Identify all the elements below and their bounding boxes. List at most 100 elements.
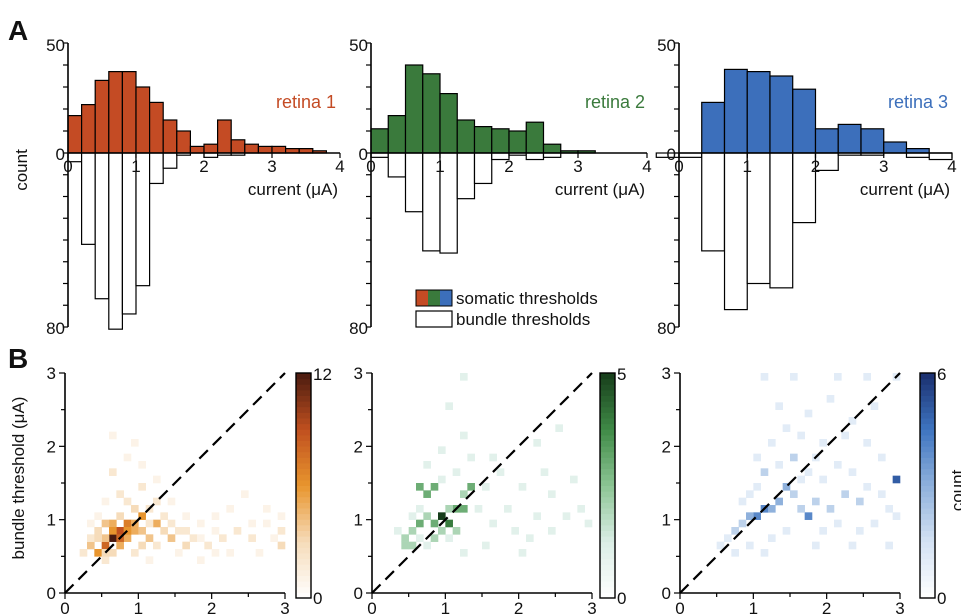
colorbar-step <box>600 519 615 525</box>
x-tick-label: 3 <box>573 157 582 176</box>
colorbar-step <box>920 384 935 390</box>
colorbar-step <box>600 418 615 424</box>
heatmap-cell <box>856 498 864 506</box>
x-tick-label: 0 <box>367 599 376 614</box>
heatmap-cell <box>790 373 798 381</box>
heatmap-cell <box>94 527 102 535</box>
y-tick-label: 0 <box>662 584 671 603</box>
heatmap-cell <box>263 505 271 513</box>
x-tick-label: 1 <box>131 157 140 176</box>
heatmap-cell <box>109 468 117 476</box>
heatmap-cell <box>819 439 827 447</box>
heatmap-cell <box>278 527 286 535</box>
colorbar-step <box>296 469 311 475</box>
heatmap-cell <box>555 424 563 432</box>
heatmap-cell <box>746 512 754 520</box>
colorbar-step <box>600 401 615 407</box>
colorbar-step <box>296 390 311 396</box>
heatmap-cell <box>138 527 146 535</box>
heatmap-cell <box>431 483 439 491</box>
somatic-bar <box>109 72 123 153</box>
heatmap-cell <box>168 498 176 506</box>
heatmap-cell <box>453 468 461 476</box>
y-tick-label: 50 <box>349 36 368 55</box>
heatmap-cell <box>797 476 805 484</box>
heatmap-cell <box>87 534 95 542</box>
colorbar-step <box>920 412 935 418</box>
bundle-bar <box>406 153 423 212</box>
somatic-bar <box>371 129 388 153</box>
legend: somatic thresholds bundle thresholds <box>416 289 598 329</box>
heatmap-cell <box>834 373 842 381</box>
x-tick-label: 1 <box>134 599 143 614</box>
colorbar-step <box>920 508 935 514</box>
heatmap-cell <box>775 498 783 506</box>
heatmap-cell <box>768 505 776 513</box>
somatic-bar <box>861 129 884 153</box>
somatic-bar <box>190 146 204 153</box>
heatmap-cell <box>482 542 490 550</box>
x-axis-label: current (μA) <box>555 180 645 199</box>
y-tick-label: 50 <box>46 36 65 55</box>
heatmap-cell <box>878 454 886 462</box>
heatmap-cell <box>124 498 132 506</box>
x-axis-label: current (μA) <box>860 180 950 199</box>
colorbar-step <box>920 441 935 447</box>
heatmap-cell <box>856 527 864 535</box>
colorbar-step <box>296 379 311 385</box>
heatmap-cell <box>94 549 102 557</box>
heatmap-cell <box>812 542 820 550</box>
colorbar-step <box>920 418 935 424</box>
x-tick-label: 2 <box>811 157 820 176</box>
heatmap-cell <box>731 527 739 535</box>
heatmap-cell <box>416 483 424 491</box>
colorbar-step <box>600 384 615 390</box>
heatmap-cell <box>270 534 278 542</box>
y-tick-label: 80 <box>349 319 368 338</box>
heatmap-cell <box>827 395 835 403</box>
heatmap-cell <box>445 520 453 528</box>
heatmap-cell <box>116 542 124 550</box>
somatic-bar <box>272 146 286 153</box>
x-tick-label: 2 <box>199 157 208 176</box>
colorbar-step <box>920 435 935 441</box>
panel-label-b: B <box>8 343 28 374</box>
colorbar-step <box>296 514 311 520</box>
colorbar-step <box>296 384 311 390</box>
colorbar-step <box>296 497 311 503</box>
heatmap-cell <box>783 527 791 535</box>
y-tick-label: 1 <box>354 511 363 530</box>
heatmap-cell <box>849 468 857 476</box>
colorbar-step <box>600 531 615 537</box>
heatmap-cell <box>717 542 725 550</box>
colorbar-step <box>600 469 615 475</box>
heatmap-cell <box>805 468 813 476</box>
x-tick-label: 3 <box>879 157 888 176</box>
colorbar-step <box>600 564 615 570</box>
colorbar-step <box>920 559 935 565</box>
colorbar-step <box>296 531 311 537</box>
heatmap-cell <box>863 439 871 447</box>
identity-line <box>65 373 285 593</box>
y-tick-label: 80 <box>46 319 65 338</box>
bundle-bar <box>109 153 123 329</box>
colorbar-min-label: 0 <box>617 589 626 608</box>
heatmap-cell <box>394 527 402 535</box>
heatmap-cell <box>94 512 102 520</box>
bundle-bar <box>163 153 177 168</box>
heatmap-cell <box>241 490 249 498</box>
heatmap-cell <box>467 483 475 491</box>
heatmap-cell <box>783 424 791 432</box>
heatmap-cell <box>416 534 424 542</box>
colorbar-step <box>296 587 311 593</box>
somatic-bar <box>475 127 492 153</box>
heatmap-cell <box>746 490 754 498</box>
heatmap-cell <box>175 549 183 557</box>
bundle-bar <box>702 153 725 251</box>
somatic-bar <box>245 144 259 153</box>
colorbar-step <box>600 570 615 576</box>
heatmap-cell <box>423 461 431 469</box>
heatmap-cell <box>153 476 161 484</box>
colorbar-min-label: 0 <box>937 589 946 608</box>
somatic-bar <box>457 120 474 153</box>
